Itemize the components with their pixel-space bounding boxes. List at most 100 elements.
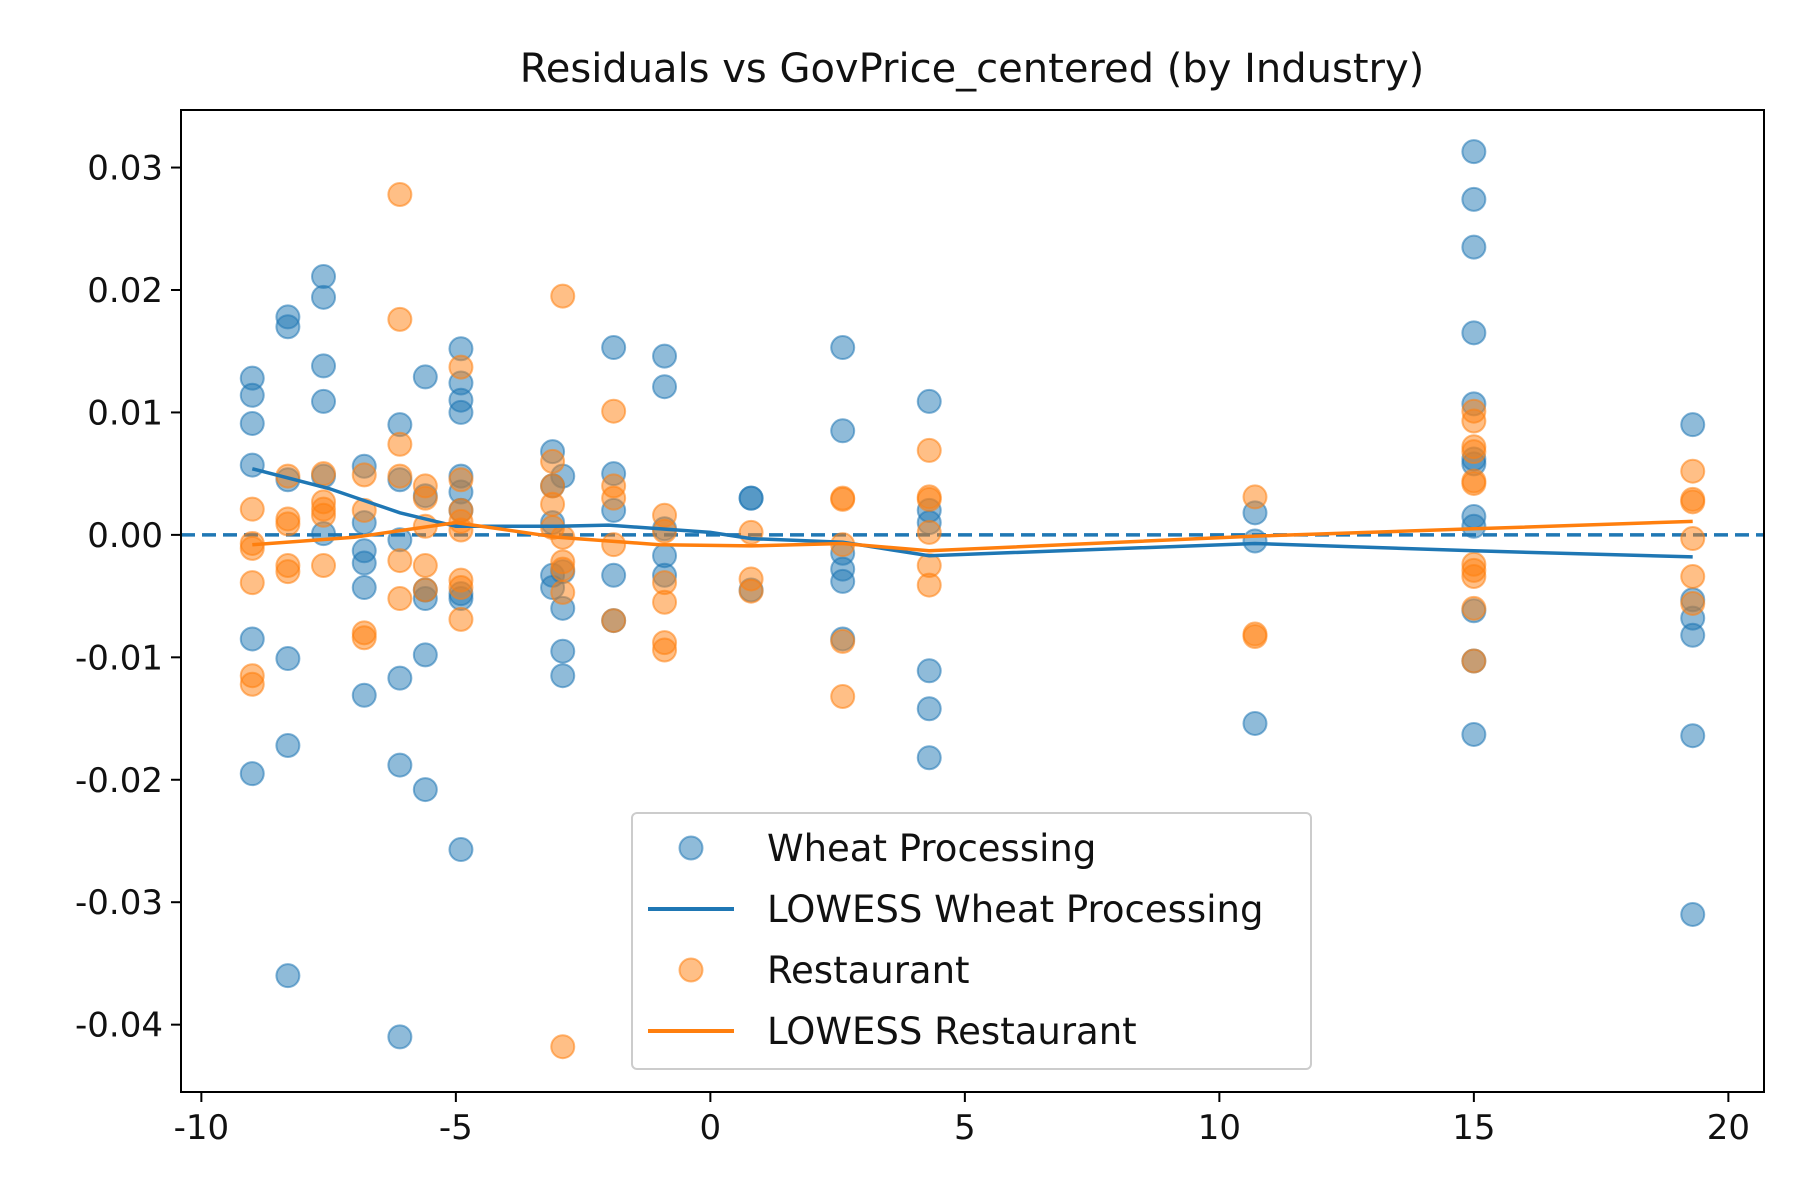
point-0-70 (830, 418, 856, 444)
point-0-62 (652, 374, 678, 400)
x-tick-label: 15 (1452, 1108, 1495, 1148)
point-0-11 (275, 963, 301, 989)
y-tick-label: -0.02 (75, 761, 163, 801)
point-2-20 (387, 181, 413, 207)
point-0-101 (1680, 901, 1706, 927)
point-2-71 (916, 519, 942, 545)
point-2-66 (830, 628, 856, 654)
point-2-46 (550, 556, 576, 582)
point-2-21 (387, 306, 413, 332)
point-0-78 (916, 658, 942, 684)
point-0-7 (275, 314, 301, 340)
point-2-49 (601, 398, 627, 424)
point-2-91 (1680, 526, 1706, 552)
point-0-86 (1461, 234, 1487, 260)
x-tick-label: 10 (1198, 1108, 1241, 1148)
point-2-86 (1461, 595, 1487, 621)
y-tick-label: 0.01 (87, 393, 163, 433)
point-0-95 (1461, 721, 1487, 747)
point-2-92 (1680, 564, 1706, 590)
point-2-59 (652, 637, 678, 663)
x-tick-label: 20 (1707, 1108, 1750, 1148)
point-0-56 (601, 335, 627, 361)
point-2-73 (916, 572, 942, 598)
point-2-29 (412, 552, 438, 578)
point-0-84 (1461, 139, 1487, 165)
point-2-0 (239, 496, 265, 522)
point-2-8 (275, 511, 301, 537)
point-0-39 (448, 399, 474, 425)
point-0-67 (738, 485, 764, 511)
point-2-39 (540, 448, 566, 474)
point-0-82 (1242, 528, 1268, 554)
point-2-74 (1242, 484, 1268, 510)
point-0-2 (239, 410, 265, 436)
point-2-51 (601, 485, 627, 511)
point-2-88 (1680, 458, 1706, 484)
legend-label: LOWESS Restaurant (767, 1010, 1137, 1053)
point-0-14 (311, 353, 337, 379)
point-2-53 (601, 608, 627, 634)
point-2-48 (550, 1034, 576, 1060)
point-2-32 (448, 467, 474, 493)
lowess-line-1 (251, 467, 1693, 559)
point-0-69 (830, 335, 856, 361)
point-2-25 (387, 586, 413, 612)
point-2-23 (387, 463, 413, 489)
point-0-27 (387, 665, 413, 691)
point-0-54 (550, 638, 576, 664)
point-2-22 (387, 431, 413, 457)
point-2-47 (550, 579, 576, 605)
y-tick-label: -0.01 (75, 638, 163, 678)
point-2-37 (448, 575, 474, 601)
legend-box (631, 812, 1312, 1070)
point-2-31 (448, 354, 474, 380)
point-2-14 (311, 502, 337, 528)
point-0-21 (351, 550, 377, 576)
point-2-52 (601, 532, 627, 558)
axis-ticks: -10 -5 0 5 10 15 20 0.03 0.02 0.01 0.00 -0.01 -0.02 -… (75, 149, 1750, 1148)
point-0-79 (916, 696, 942, 722)
point-0-61 (652, 343, 678, 369)
point-0-5 (239, 761, 265, 787)
point-2-16 (351, 462, 377, 488)
y-tick-label: 0.00 (87, 516, 163, 556)
x-tick-label: 0 (700, 1108, 722, 1148)
point-0-59 (601, 562, 627, 588)
y-tick-label: 0.02 (87, 271, 163, 311)
point-0-34 (412, 642, 438, 668)
lowess-line-3 (252, 519, 1693, 553)
point-2-15 (311, 552, 337, 578)
x-tick-label: 5 (954, 1108, 976, 1148)
point-0-28 (387, 752, 413, 778)
point-2-24 (387, 548, 413, 574)
point-0-80 (916, 745, 942, 771)
x-tick-label: -10 (174, 1108, 230, 1148)
point-2-41 (540, 491, 566, 517)
point-2-70 (916, 486, 942, 512)
point-0-92 (1461, 513, 1487, 539)
point-2-38 (448, 606, 474, 632)
point-0-73 (830, 568, 856, 594)
point-2-10 (275, 559, 301, 585)
legend-marker (678, 957, 704, 983)
point-0-1 (239, 382, 265, 408)
legend: Wheat Processing LOWESS Wheat Processing R… (631, 812, 1312, 1070)
chart-title: Residuals vs GovPrice_centered (by Indus… (520, 46, 1424, 92)
point-0-22 (351, 575, 377, 601)
point-0-23 (351, 682, 377, 708)
point-0-75 (916, 388, 942, 414)
point-2-85 (1461, 564, 1487, 590)
y-tick-label: -0.03 (75, 883, 163, 923)
legend-marker (678, 835, 704, 861)
point-0-96 (1680, 412, 1706, 438)
point-2-5 (239, 671, 265, 697)
point-0-55 (550, 663, 576, 689)
y-tick-label: -0.04 (75, 1006, 163, 1046)
point-2-87 (1461, 648, 1487, 674)
point-2-62 (738, 578, 764, 604)
point-0-100 (1680, 723, 1706, 749)
point-0-99 (1680, 622, 1706, 648)
point-2-93 (1680, 590, 1706, 616)
